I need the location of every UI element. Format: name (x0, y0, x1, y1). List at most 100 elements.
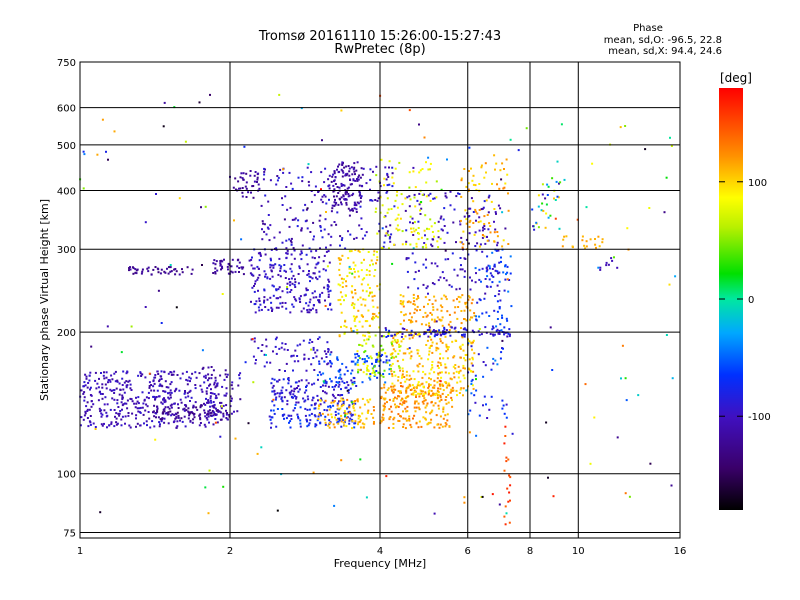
data-point (437, 279, 440, 282)
data-point (306, 207, 309, 210)
data-point (341, 254, 344, 257)
data-point (274, 263, 277, 266)
data-point (425, 315, 428, 318)
data-point (351, 413, 354, 416)
data-point (325, 250, 328, 253)
data-point (413, 311, 416, 314)
data-point (280, 346, 283, 349)
data-point (420, 392, 423, 395)
data-point (399, 391, 401, 394)
data-point (439, 319, 442, 322)
data-point (310, 404, 313, 407)
data-point (327, 405, 330, 408)
data-point (436, 381, 439, 384)
data-point (482, 361, 485, 363)
data-point (183, 407, 186, 410)
data-point (509, 484, 512, 487)
data-point (391, 340, 394, 343)
data-point (267, 200, 270, 203)
data-point (298, 380, 301, 383)
data-point (496, 310, 499, 313)
data-point (217, 410, 220, 413)
data-point (350, 401, 353, 404)
data-point (440, 309, 443, 312)
data-point (315, 355, 318, 358)
data-point (338, 258, 341, 261)
data-point (445, 196, 448, 199)
data-point (329, 360, 332, 362)
data-point (238, 267, 241, 269)
data-point (487, 196, 490, 199)
data-point (210, 388, 212, 391)
data-point (402, 370, 404, 373)
data-point (491, 182, 493, 185)
data-point (417, 220, 420, 223)
data-point (335, 223, 338, 226)
data-point (187, 417, 190, 420)
data-point (314, 185, 317, 188)
data-point (327, 290, 330, 293)
data-point (216, 421, 219, 424)
data-point (198, 101, 201, 104)
data-point (373, 365, 376, 368)
data-point (309, 298, 312, 301)
data-point (497, 272, 500, 275)
data-point (367, 251, 370, 253)
data-point (371, 312, 374, 315)
data-point (112, 389, 115, 392)
data-point (435, 414, 438, 417)
data-point (103, 377, 106, 380)
data-point (210, 373, 213, 376)
data-point (126, 399, 129, 402)
data-point (245, 187, 248, 190)
data-point (370, 357, 373, 360)
data-point (488, 278, 491, 281)
data-point (146, 424, 148, 427)
data-point (174, 417, 177, 420)
data-point (468, 358, 471, 361)
data-point (390, 233, 393, 236)
data-point (269, 277, 272, 280)
data-point (257, 172, 260, 175)
data-point (474, 208, 477, 211)
data-point (327, 348, 330, 351)
data-point (354, 202, 357, 205)
data-point (456, 274, 459, 277)
data-point (285, 307, 288, 310)
data-point (450, 388, 453, 391)
data-point (333, 188, 336, 191)
data-point (88, 379, 91, 382)
data-point (364, 304, 367, 307)
data-point (321, 195, 324, 198)
data-point (353, 409, 356, 412)
data-point (313, 272, 316, 275)
x-tick-label: 10 (572, 546, 585, 557)
data-point (400, 385, 402, 387)
data-point (382, 417, 385, 420)
data-point (221, 267, 224, 270)
data-point (240, 172, 243, 175)
data-point (408, 352, 411, 355)
data-point (428, 324, 431, 327)
data-point (360, 228, 363, 230)
data-point (445, 329, 448, 332)
data-point (340, 182, 343, 185)
data-point (405, 329, 408, 332)
data-point (474, 374, 477, 377)
data-point (167, 272, 170, 275)
data-point (279, 168, 282, 171)
data-point (412, 247, 415, 250)
data-point (282, 378, 285, 381)
data-point (449, 377, 452, 380)
data-point (501, 211, 504, 214)
data-point (147, 270, 150, 273)
data-point (308, 311, 311, 314)
data-point (230, 265, 233, 268)
data-point (429, 192, 432, 195)
data-point (385, 191, 388, 194)
data-point (355, 385, 358, 387)
data-point (327, 413, 330, 416)
data-point (241, 187, 244, 189)
data-point (421, 400, 424, 403)
data-point (413, 303, 416, 306)
